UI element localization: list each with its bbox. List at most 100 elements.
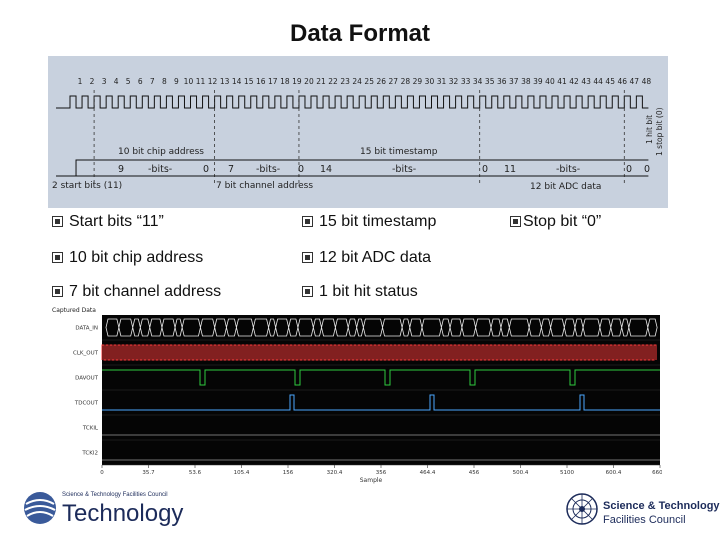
bit-number-label: 3 (102, 77, 107, 86)
field-value-adc-hi: 11 (504, 164, 516, 175)
bit-number-label: 29 (413, 77, 423, 86)
bit-number-label: 9 (174, 77, 179, 86)
label-channel-address: 7 bit channel address (216, 181, 313, 191)
footer-left-technology: Technology (62, 500, 184, 527)
field-value-ts-hi: 14 (320, 164, 332, 175)
bit-number-label: 7 (150, 77, 155, 86)
bit-number-label: 21 (316, 77, 326, 86)
label-start-bits: 2 start bits (11) (52, 181, 122, 191)
bullet-channel-address: 7 bit channel address (52, 283, 221, 301)
bullet-text: 15 bit timestamp (319, 213, 437, 230)
scope-header: Captured Data (52, 307, 96, 314)
bit-number-label: 27 (389, 77, 399, 86)
bit-number-label: 42 (569, 77, 579, 86)
checkbox-bullet-icon (52, 252, 63, 263)
logic-analyzer-svg: Captured Data DATA_IN CLK_OUT DAVOUT TDCOUT T… (52, 307, 662, 484)
field-value-chip-hi: 9 (118, 164, 124, 175)
stfc-technology-logo: Science & Technology Facilities Council … (22, 486, 192, 532)
label-stop-bit: 1 stop bit (0) (655, 107, 664, 156)
bit-number-label: 41 (557, 77, 567, 86)
clock-waveform (56, 95, 649, 109)
field-value-chip-bits: -bits- (148, 164, 172, 175)
bullet-list: Start bits “11” 15 bit timestamp Stop bi… (0, 208, 720, 308)
bit-number-label: 46 (617, 77, 627, 86)
bit-number-label: 24 (352, 77, 362, 86)
bit-number-label: 32 (449, 77, 459, 86)
bit-number-label: 5 (126, 77, 131, 86)
x-tick-label: 105.4 (234, 470, 250, 476)
bullet-text: 1 bit hit status (319, 283, 418, 300)
x-tick-label: 464.4 (420, 470, 436, 476)
field-value-chan-lo: 0 (298, 164, 304, 175)
bit-number-label: 19 (292, 77, 302, 86)
sunburst-icon (566, 493, 598, 525)
scope-channel-label: TCKI2 (81, 451, 98, 457)
bullet-stop-bit: Stop bit “0” (510, 213, 601, 231)
x-tick-label: 5100 (560, 470, 574, 476)
bit-number-label: 35 (485, 77, 495, 86)
bit-number-label: 6 (138, 77, 143, 86)
timing-diagram-svg: 1 2 3 4 5 6 7 8 9 10 11 12 13 14 15 16 17 18 19 20 21 22 23 24 2… (52, 77, 664, 192)
bit-number-label: 4 (114, 77, 119, 86)
bit-number-label: 34 (473, 77, 483, 86)
bit-number-label: 8 (162, 77, 167, 86)
label-timestamp: 15 bit timestamp (360, 147, 438, 157)
bit-number-label: 25 (364, 77, 374, 86)
bullet-start-bits: Start bits “11” (52, 213, 164, 231)
bit-number-label: 39 (533, 77, 543, 86)
bit-number-label: 47 (630, 77, 640, 86)
bit-number-label: 17 (268, 77, 278, 86)
bit-number-label: 43 (581, 77, 591, 86)
scope-channel-label: CLK_OUT (73, 351, 99, 357)
field-value-chip-lo: 0 (203, 164, 209, 175)
tdcout-trace (102, 394, 660, 411)
label-adc-data: 12 bit ADC data (530, 182, 601, 192)
data-line (56, 159, 649, 177)
checkbox-bullet-icon (302, 252, 313, 263)
bit-number-label: 15 (244, 77, 254, 86)
field-value-hit-lo: 0 (644, 164, 650, 175)
field-value-adc-bits: -bits- (556, 164, 580, 175)
bit-number-label: 36 (497, 77, 507, 86)
checkbox-bullet-icon (302, 286, 313, 297)
scope-channel-label: TCKIL (82, 426, 99, 432)
x-tick-label: 0 (100, 470, 104, 476)
bit-number-label: 12 (208, 77, 218, 86)
label-hit-bit: 1 hit bit (645, 115, 654, 144)
bit-number-label: 2 (90, 77, 95, 86)
bit-number-label: 33 (461, 77, 471, 86)
field-value-ts-bits: -bits- (392, 164, 416, 175)
x-tick-label: 660.4 (652, 470, 662, 476)
timing-diagram: 1 2 3 4 5 6 7 8 9 10 11 12 13 14 15 16 17 18 19 20 21 22 23 24 2… (48, 56, 668, 208)
stfc-council-logo: Science & Technology Facilities Council (565, 486, 720, 532)
globe-icon (24, 492, 56, 524)
field-value-adc-lo: 0 (626, 164, 632, 175)
checkbox-bullet-icon (52, 286, 63, 297)
scope-channel-label: TDCOUT (74, 401, 99, 407)
x-axis-label: Sample (360, 477, 383, 484)
bit-number-label: 48 (642, 77, 652, 86)
bit-number-label: 16 (256, 77, 266, 86)
bit-number-label: 26 (376, 77, 386, 86)
page-title: Data Format (289, 20, 431, 47)
bit-number-label: 45 (605, 77, 615, 86)
field-value-ts-lo: 0 (482, 164, 488, 175)
data-in-trace (105, 318, 658, 337)
footer-right-line2: Facilities Council (603, 514, 686, 526)
bit-number-label: 30 (425, 77, 435, 86)
x-tick-label: 35.7 (142, 470, 155, 476)
bullet-chip-address: 10 bit chip address (52, 249, 203, 267)
scope-channel-label: DATA_IN (75, 326, 98, 332)
bullet-text: Stop bit “0” (523, 213, 602, 230)
footer-right-line1: Science & Technology (603, 500, 720, 512)
footer-left-council: Science & Technology Facilities Council (62, 492, 168, 498)
checkbox-bullet-icon (302, 216, 313, 227)
bit-number-label: 14 (232, 77, 242, 86)
checkbox-bullet-icon (52, 216, 63, 227)
davout-trace (102, 369, 660, 386)
x-tick-label: 156 (283, 470, 294, 476)
bit-number-label: 10 (184, 77, 194, 86)
bit-number-label: 28 (401, 77, 411, 86)
bit-number-label: 11 (196, 77, 206, 86)
bullet-text: Start bits “11” (69, 213, 164, 230)
